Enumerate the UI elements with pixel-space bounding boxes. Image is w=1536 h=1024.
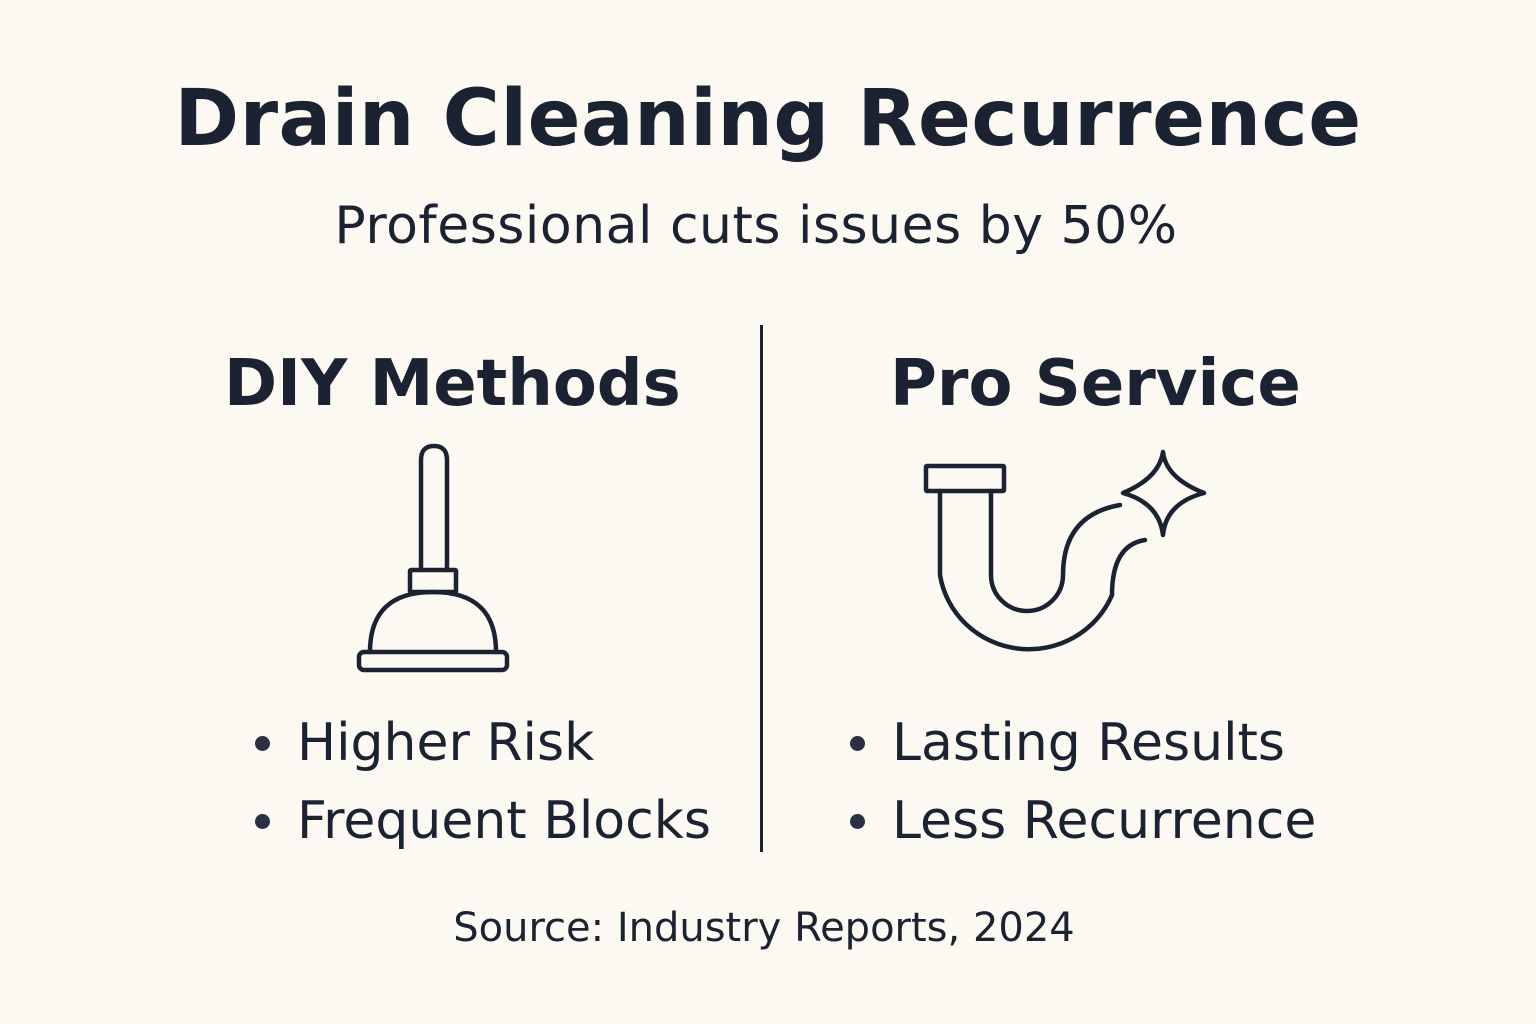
bullet-dot-icon <box>255 813 270 829</box>
bullet-label: Higher Risk <box>297 713 595 773</box>
source-caption: Source: Industry Reports, 2024 <box>453 905 1075 951</box>
page-title: Drain Cleaning Recurrence <box>174 74 1362 164</box>
diy-column-heading: DIY Methods <box>224 347 681 421</box>
bullet-dot-icon <box>850 735 865 751</box>
list-item: Higher Risk <box>255 704 711 782</box>
bullet-dot-icon <box>255 735 270 751</box>
column-divider <box>760 325 763 852</box>
list-item: Frequent Blocks <box>255 782 711 860</box>
pro-column-heading: Pro Service <box>890 347 1301 421</box>
bullet-dot-icon <box>850 813 865 829</box>
list-item: Lasting Results <box>850 704 1316 782</box>
pro-bullet-list: Lasting Results Less Recurrence <box>850 704 1316 860</box>
list-item: Less Recurrence <box>850 782 1316 860</box>
bullet-label: Less Recurrence <box>892 791 1317 851</box>
bullet-label: Frequent Blocks <box>297 791 711 851</box>
bullet-label: Lasting Results <box>892 713 1286 773</box>
diy-bullet-list: Higher Risk Frequent Blocks <box>255 704 711 860</box>
pipe-sparkle-icon <box>915 445 1215 675</box>
plunger-icon <box>350 440 520 680</box>
page-subtitle: Professional cuts issues by 50% <box>334 196 1178 256</box>
